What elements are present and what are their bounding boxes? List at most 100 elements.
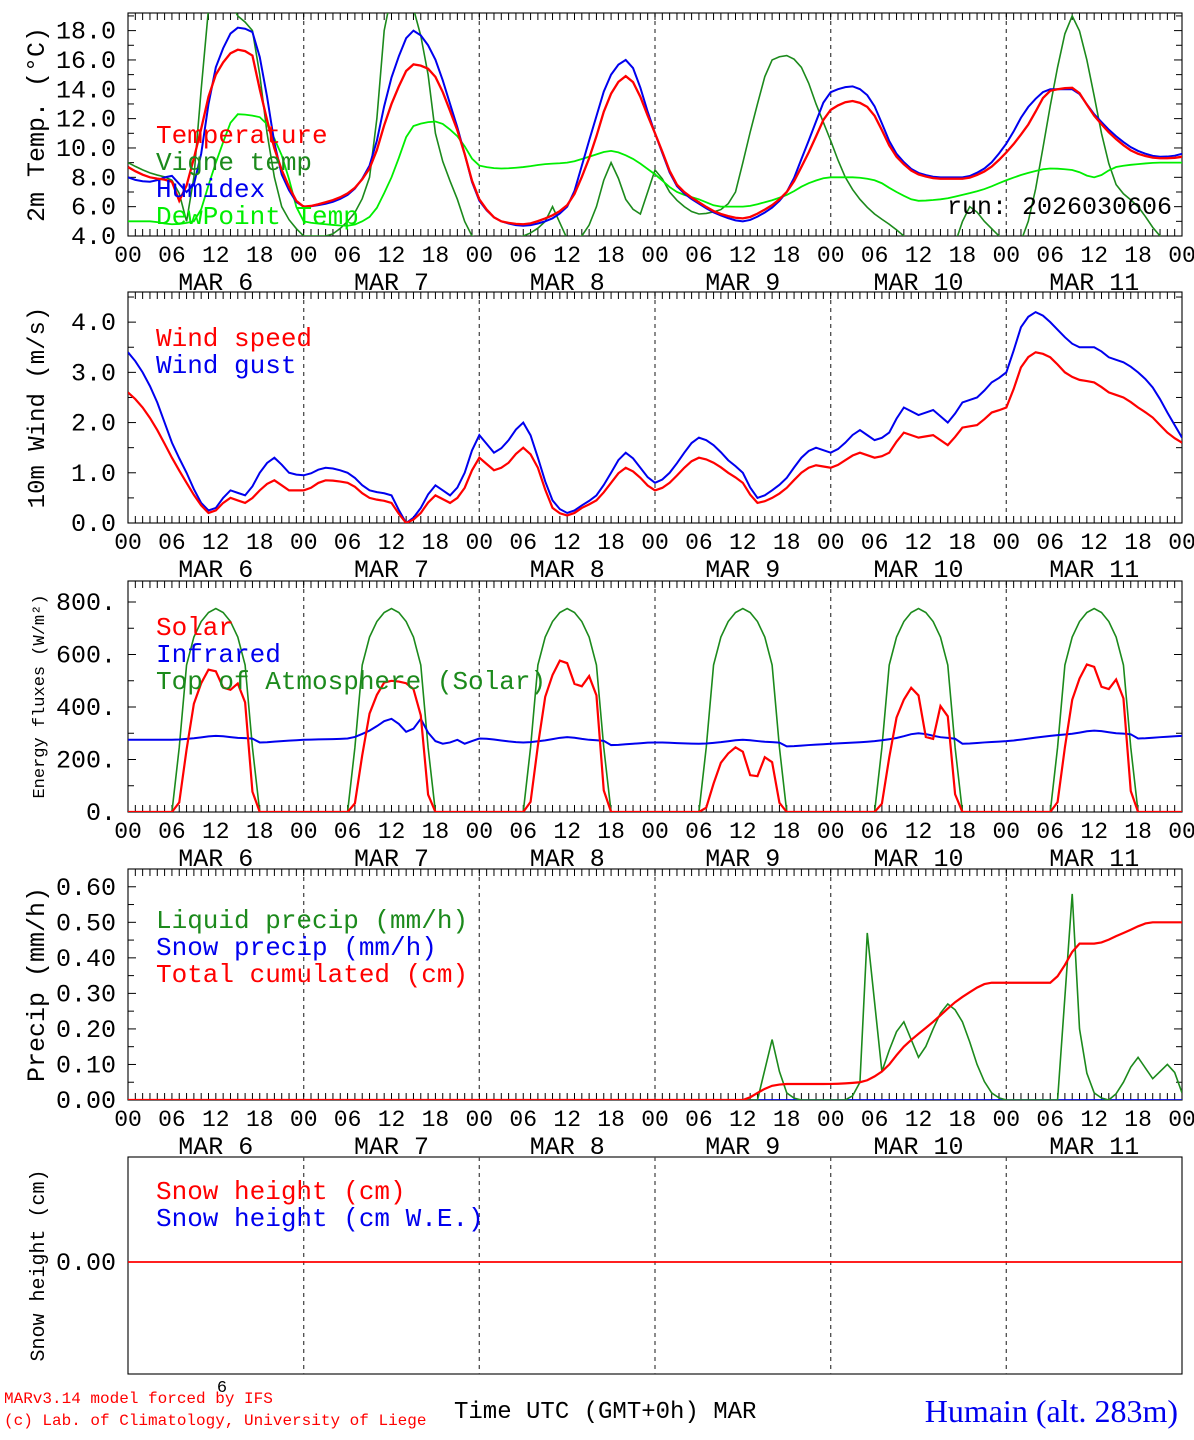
svg-text:12: 12 <box>729 243 757 269</box>
svg-text:06: 06 <box>685 530 713 556</box>
svg-text:06: 06 <box>334 243 362 269</box>
svg-text:00: 00 <box>290 819 318 845</box>
svg-text:00: 00 <box>114 1107 142 1133</box>
svg-text:12: 12 <box>729 530 757 556</box>
svg-text:06: 06 <box>509 819 537 845</box>
svg-text:12: 12 <box>905 243 933 269</box>
svg-text:00: 00 <box>290 530 318 556</box>
svg-text:0.00: 0.00 <box>56 1087 116 1116</box>
svg-text:06: 06 <box>685 819 713 845</box>
svg-text:18: 18 <box>1124 819 1152 845</box>
svg-text:00: 00 <box>290 1107 318 1133</box>
svg-text:4.0: 4.0 <box>71 223 116 252</box>
svg-text:DewPoint Temp: DewPoint Temp <box>156 202 359 232</box>
svg-text:18: 18 <box>949 243 977 269</box>
svg-text:00: 00 <box>1168 530 1194 556</box>
svg-text:MAR 10: MAR 10 <box>873 1133 963 1162</box>
svg-text:Time UTC (GMT+0h) MAR: Time UTC (GMT+0h) MAR <box>454 1399 756 1426</box>
svg-text:00: 00 <box>465 243 493 269</box>
svg-text:12: 12 <box>202 530 230 556</box>
svg-text:Liquid precip (mm/h): Liquid precip (mm/h) <box>156 906 468 936</box>
svg-text:12: 12 <box>378 819 406 845</box>
svg-text:00: 00 <box>992 1107 1020 1133</box>
svg-text:18: 18 <box>246 243 274 269</box>
svg-text:2.0: 2.0 <box>71 410 116 439</box>
svg-text:MAR 9: MAR 9 <box>705 1133 780 1162</box>
svg-text:18.0: 18.0 <box>56 18 116 47</box>
svg-text:06: 06 <box>334 819 362 845</box>
svg-text:06: 06 <box>685 243 713 269</box>
svg-text:run: 2026030606: run: 2026030606 <box>947 193 1172 222</box>
svg-text:Wind gust: Wind gust <box>156 351 296 381</box>
svg-text:8.0: 8.0 <box>71 164 116 193</box>
svg-text:12: 12 <box>553 1107 581 1133</box>
svg-text:12: 12 <box>553 530 581 556</box>
svg-text:12: 12 <box>905 530 933 556</box>
svg-text:12: 12 <box>1080 819 1108 845</box>
svg-text:00: 00 <box>1168 243 1194 269</box>
svg-text:18: 18 <box>246 530 274 556</box>
svg-text:0.00: 0.00 <box>56 1249 116 1278</box>
svg-text:06: 06 <box>1036 1107 1064 1133</box>
svg-text:12: 12 <box>905 819 933 845</box>
svg-text:00: 00 <box>114 530 142 556</box>
svg-text:00: 00 <box>817 819 845 845</box>
svg-text:Snow precip (mm/h): Snow precip (mm/h) <box>156 933 437 963</box>
svg-text:00: 00 <box>641 1107 669 1133</box>
svg-text:18: 18 <box>773 819 801 845</box>
svg-text:06: 06 <box>861 243 889 269</box>
svg-text:18: 18 <box>246 819 274 845</box>
svg-text:MAR 8: MAR 8 <box>530 1133 605 1162</box>
svg-text:18: 18 <box>1124 1107 1152 1133</box>
svg-text:00: 00 <box>465 1107 493 1133</box>
svg-text:0.10: 0.10 <box>56 1052 116 1081</box>
svg-text:00: 00 <box>290 243 318 269</box>
svg-text:MAR 11: MAR 11 <box>1049 1133 1139 1162</box>
svg-text:Solar: Solar <box>156 613 234 643</box>
svg-text:00: 00 <box>641 530 669 556</box>
svg-text:06: 06 <box>1036 243 1064 269</box>
svg-text:18: 18 <box>949 1107 977 1133</box>
svg-text:18: 18 <box>246 1107 274 1133</box>
svg-text:MARv3.14 model forced by IFS: MARv3.14 model forced by IFS <box>4 1390 273 1408</box>
svg-text:00: 00 <box>114 819 142 845</box>
svg-text:00: 00 <box>992 530 1020 556</box>
svg-text:0.30: 0.30 <box>56 980 116 1009</box>
svg-text:00: 00 <box>817 1107 845 1133</box>
svg-text:Snow height (cm): Snow height (cm) <box>156 1177 406 1207</box>
svg-text:18: 18 <box>949 819 977 845</box>
svg-text:0.40: 0.40 <box>56 945 116 974</box>
svg-text:18: 18 <box>422 1107 450 1133</box>
svg-text:12: 12 <box>553 243 581 269</box>
svg-text:Humidex: Humidex <box>156 175 265 205</box>
svg-text:18: 18 <box>597 243 625 269</box>
svg-text:06: 06 <box>158 819 186 845</box>
svg-text:16.0: 16.0 <box>56 47 116 76</box>
svg-text:06: 06 <box>861 530 889 556</box>
svg-text:12: 12 <box>378 530 406 556</box>
svg-text:Vigne temp: Vigne temp <box>156 148 312 178</box>
svg-text:06: 06 <box>1036 530 1064 556</box>
svg-text:12: 12 <box>202 243 230 269</box>
svg-text:00: 00 <box>1168 1107 1194 1133</box>
svg-text:MAR 6: MAR 6 <box>178 1133 253 1162</box>
svg-text:0.60: 0.60 <box>56 874 116 903</box>
svg-text:00: 00 <box>641 819 669 845</box>
svg-text:00: 00 <box>641 243 669 269</box>
svg-text:14.0: 14.0 <box>56 76 116 105</box>
svg-text:06: 06 <box>334 1107 362 1133</box>
svg-text:18: 18 <box>597 530 625 556</box>
svg-text:0.: 0. <box>86 799 116 828</box>
svg-text:Snow height (cm): Snow height (cm) <box>28 1169 51 1361</box>
svg-text:06: 06 <box>158 243 186 269</box>
svg-text:00: 00 <box>817 530 845 556</box>
svg-text:Precip (mm/h): Precip (mm/h) <box>23 887 52 1082</box>
svg-text:18: 18 <box>773 530 801 556</box>
svg-text:18: 18 <box>422 243 450 269</box>
svg-text:0.20: 0.20 <box>56 1016 116 1045</box>
svg-text:4.0: 4.0 <box>71 309 116 338</box>
svg-text:Top of Atmosphere (Solar): Top of Atmosphere (Solar) <box>156 667 546 697</box>
svg-text:00: 00 <box>992 819 1020 845</box>
svg-text:06: 06 <box>509 530 537 556</box>
svg-text:10.0: 10.0 <box>56 135 116 164</box>
